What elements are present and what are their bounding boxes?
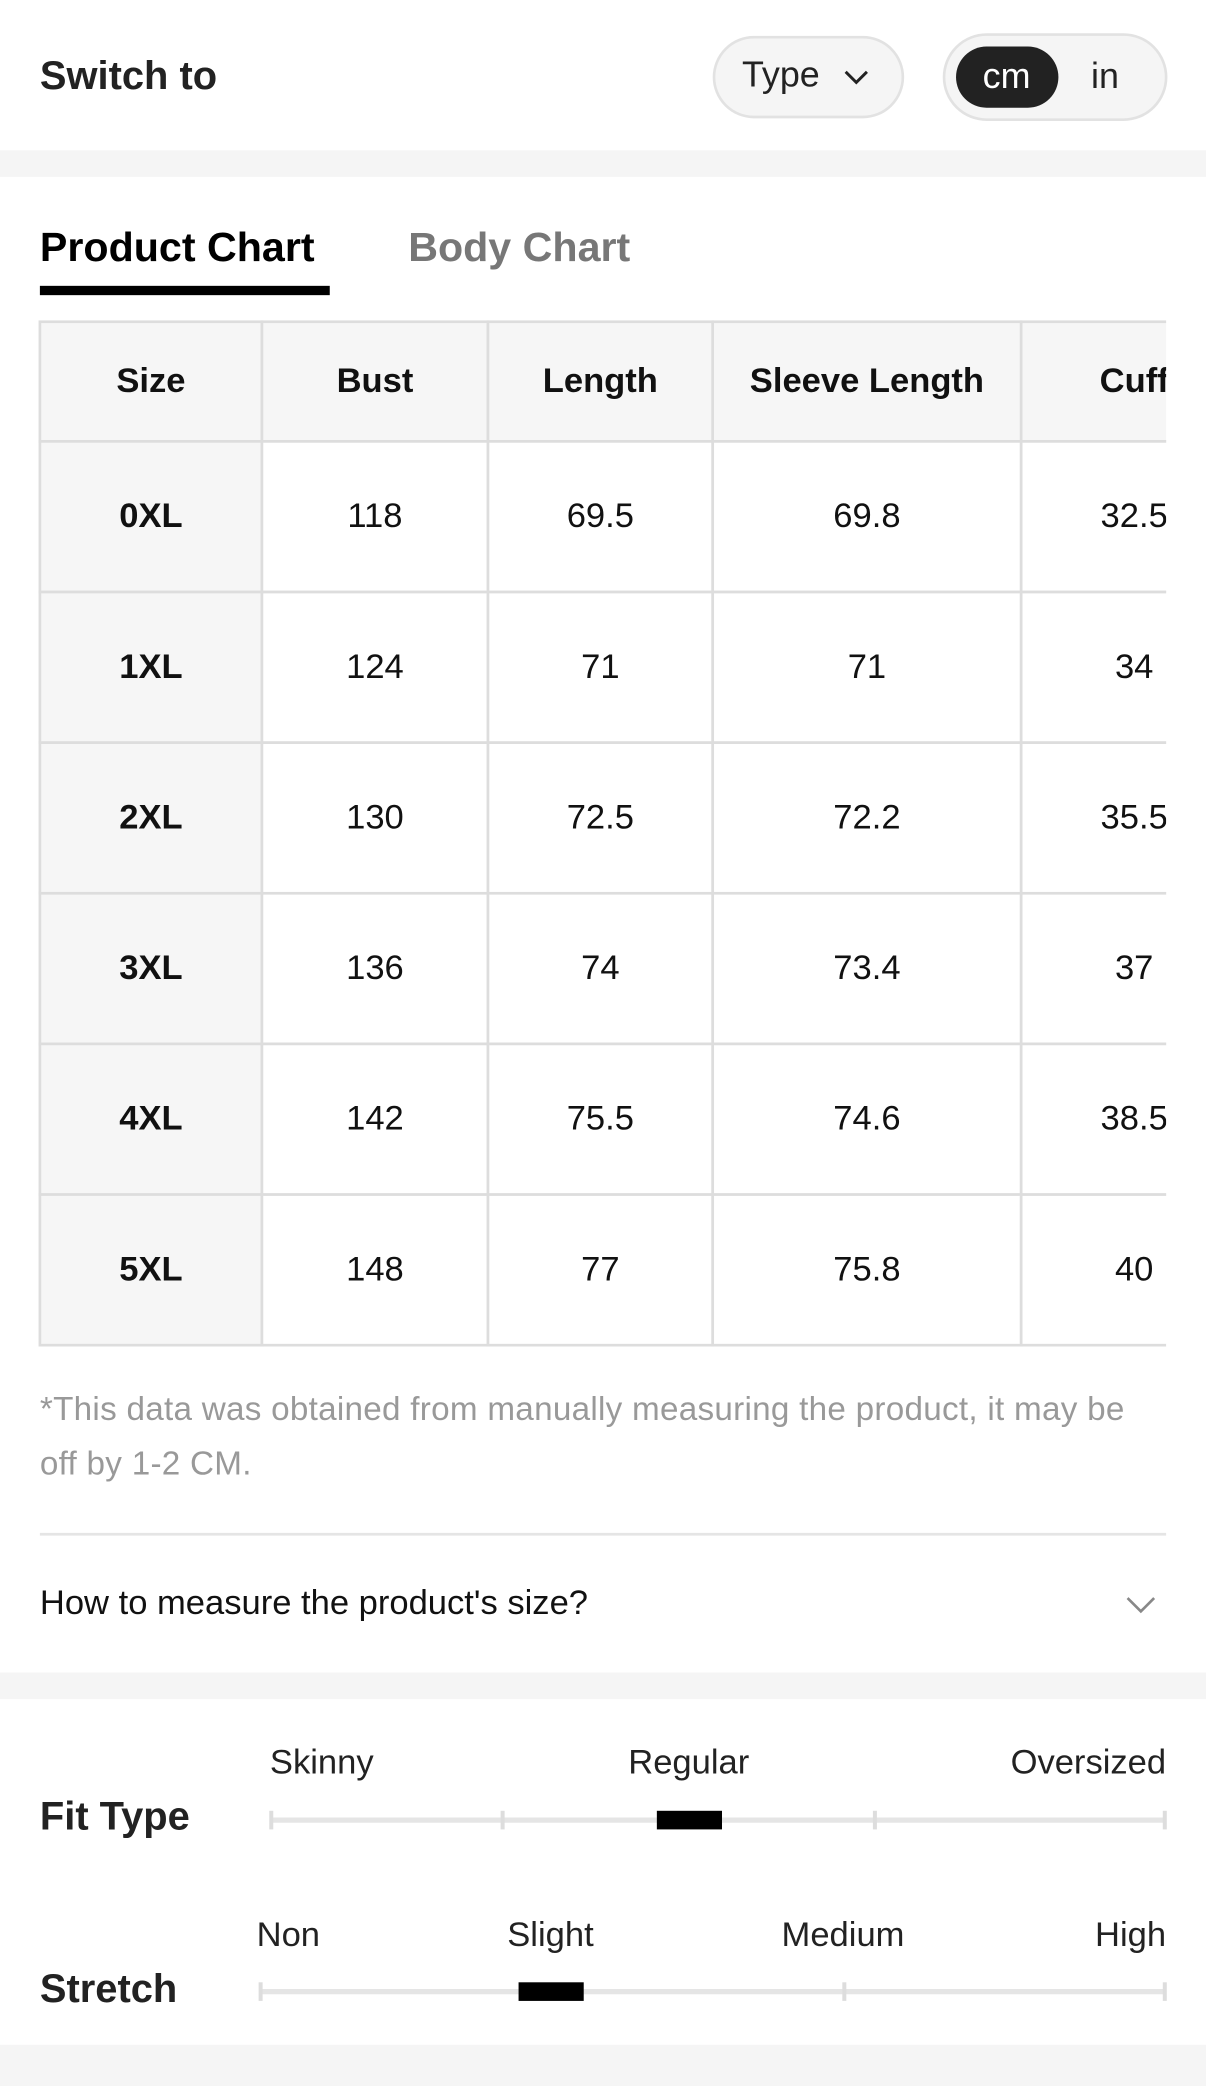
- column-header: Bust: [337, 362, 414, 400]
- cell-text: 69.8: [833, 497, 900, 535]
- cell-text: 71: [848, 648, 886, 686]
- table-cell: [711, 590, 1023, 744]
- table-cell: [1019, 1193, 1167, 1347]
- cell-text: 136: [346, 949, 404, 987]
- scale-label: Skinny: [270, 1743, 374, 1781]
- cell-text: 72.2: [833, 798, 900, 836]
- unit-in[interactable]: in: [1091, 56, 1119, 96]
- size-table: Size Bust Length Sleeve Length Cuff 0XL 118 69.…: [38, 320, 1170, 1347]
- table-cell: [260, 590, 490, 744]
- section-gap: [0, 1672, 1206, 1700]
- stretch-marker: [518, 1982, 584, 2001]
- cell-text: 38.5: [1101, 1100, 1168, 1138]
- table-cell: [38, 741, 264, 895]
- cell-text: 74: [581, 949, 619, 987]
- fit-scales: Skinny Regular Oversized Non Slight Medium Hig…: [257, 1743, 1167, 2001]
- cell-text: 148: [346, 1250, 404, 1288]
- header-title: Switch to: [40, 54, 217, 98]
- scale-label: Non: [257, 1916, 320, 1954]
- cell-text: 40: [1115, 1250, 1153, 1288]
- scale-label: Medium: [782, 1916, 905, 1954]
- cell-text: 75.8: [833, 1250, 900, 1288]
- table-cell: [711, 1193, 1023, 1347]
- cell-text: 3XL: [119, 949, 182, 987]
- scale-label: Oversized: [1011, 1743, 1167, 1781]
- chevron: [844, 70, 868, 85]
- tab-underline: [39, 285, 330, 296]
- table-cell: [260, 1193, 490, 1347]
- type-label: Type: [742, 55, 820, 95]
- unit-cm[interactable]: cm: [983, 56, 1031, 96]
- cell-text: 5XL: [119, 1250, 182, 1288]
- cell-text: 74.6: [833, 1100, 900, 1138]
- scale-label: High: [1095, 1916, 1166, 1954]
- cell-text: 34: [1115, 648, 1153, 686]
- cell-text: 71: [581, 648, 619, 686]
- cell-text: 4XL: [119, 1100, 182, 1138]
- section-gap: [0, 2044, 1206, 2086]
- scale-label: Regular: [628, 1743, 749, 1781]
- column-header: Size: [116, 362, 185, 400]
- cell-text: 73.4: [833, 949, 900, 987]
- fit-label: Fit Type: [40, 1794, 190, 1838]
- table-cell: [1019, 1042, 1167, 1196]
- table-cell: [38, 1193, 264, 1347]
- cell-text: 142: [346, 1100, 404, 1138]
- column-header: Cuff: [1100, 362, 1170, 400]
- table-cell: [711, 891, 1023, 1046]
- table-cell: [711, 741, 1023, 895]
- table-cell: [1019, 590, 1167, 744]
- table-cell: [486, 440, 715, 594]
- table-cell: [711, 1042, 1023, 1196]
- cell-text: 130: [346, 798, 404, 836]
- measure-link[interactable]: How to measure the product's size?: [40, 1584, 588, 1622]
- type-button[interactable]: [712, 35, 905, 119]
- unit-selected[interactable]: [956, 46, 1059, 108]
- table-cell: [1019, 891, 1167, 1046]
- cell-text: 1XL: [119, 648, 182, 686]
- tab[interactable]: Body Chart: [408, 224, 630, 270]
- table-cell: [38, 320, 264, 443]
- note-box: *This data was obtained from manually me…: [39, 1390, 1125, 1483]
- note: *This data was obtained from manually me…: [39, 1390, 1125, 1483]
- tab-active[interactable]: Product Chart: [40, 224, 315, 270]
- cell-text: 69.5: [567, 497, 634, 535]
- cell-text: 124: [346, 648, 404, 686]
- table-cell: [711, 320, 1023, 443]
- table-cell: [260, 741, 490, 895]
- cell-text: 32.5: [1101, 497, 1168, 535]
- scale-label: Slight: [507, 1916, 594, 1954]
- section-gap: [0, 150, 1206, 177]
- cell-text: 75.5: [567, 1100, 634, 1138]
- table-cell: [1019, 741, 1167, 895]
- cell-text: 72.5: [567, 798, 634, 836]
- fit-marker: [656, 1810, 723, 1830]
- cell-text: 2XL: [119, 798, 182, 836]
- table-cell: [1019, 320, 1167, 443]
- chevron: [1126, 1597, 1156, 1614]
- table-cell: [260, 1042, 490, 1196]
- table-cell: [486, 741, 715, 895]
- cell-text: 77: [581, 1250, 619, 1288]
- table-cell: [260, 891, 490, 1046]
- column-header: Length: [543, 362, 658, 400]
- cell-text: 35.5: [1101, 798, 1168, 836]
- cell-text: 0XL: [119, 497, 182, 535]
- table-cell: [1019, 440, 1167, 594]
- table-cell: [711, 440, 1023, 594]
- cell-text: 118: [347, 497, 402, 535]
- cell-text: 37: [1115, 949, 1153, 987]
- column-header: Sleeve Length: [750, 362, 984, 400]
- table-cell: [38, 590, 264, 744]
- stretch-label: Stretch: [40, 1967, 177, 2011]
